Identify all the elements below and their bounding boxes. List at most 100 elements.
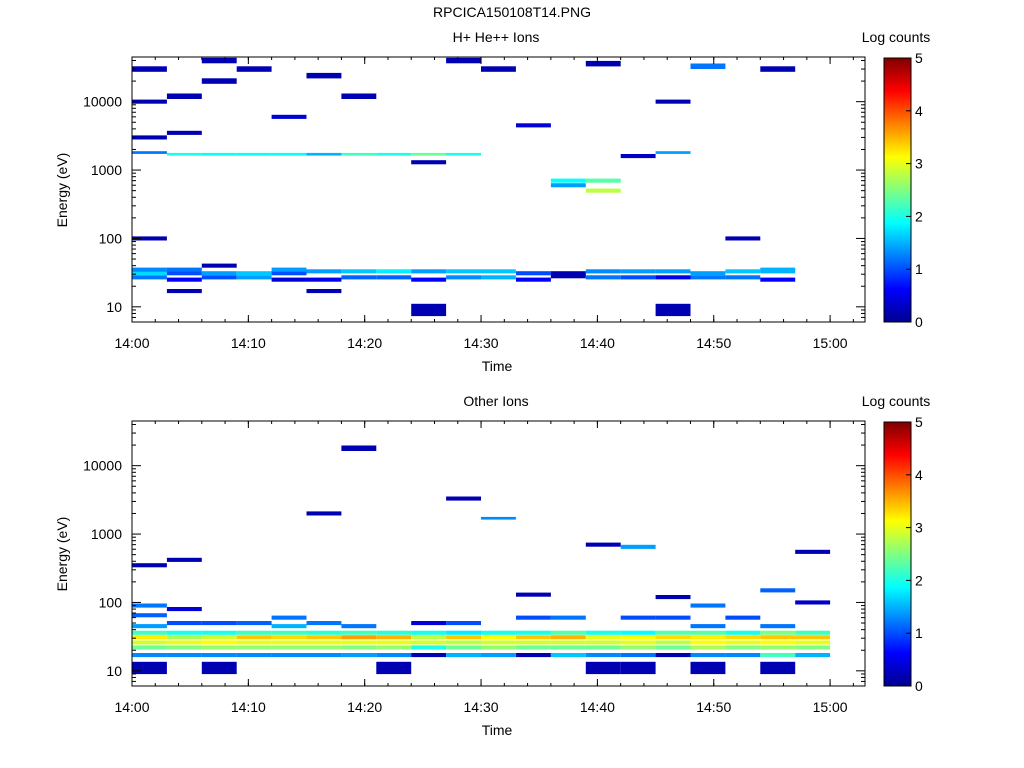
heatmap-cell — [236, 66, 272, 72]
heatmap-cell — [550, 183, 586, 188]
heatmap-cell — [690, 661, 726, 675]
heatmap-cell — [376, 645, 412, 650]
heatmap-cell — [446, 269, 481, 274]
heatmap-cell — [516, 645, 551, 650]
heatmap-cell — [690, 275, 726, 280]
heatmap-cell — [201, 271, 237, 276]
heatmap-cell — [166, 607, 202, 612]
heatmap-cell — [306, 511, 342, 516]
heatmap-cell — [166, 289, 202, 294]
heatmap-cell — [411, 645, 447, 650]
heatmap-cell — [655, 99, 691, 104]
x-tick-label: 14:20 — [347, 335, 382, 351]
x-tick-label: 14:10 — [231, 335, 266, 351]
heatmap-cell — [655, 595, 691, 600]
heatmap-cell — [516, 277, 551, 282]
heatmap-cell — [236, 275, 272, 280]
heatmap-cell — [166, 267, 202, 272]
heatmap-cell — [132, 653, 167, 658]
heatmap-cell — [411, 630, 447, 635]
heatmap-cell — [655, 303, 691, 317]
heatmap-cell — [795, 653, 831, 658]
heatmap-cell — [690, 645, 726, 650]
colorbar-tick-label: 3 — [915, 520, 923, 536]
heatmap-cell — [341, 445, 377, 451]
heatmap-cell — [550, 274, 586, 279]
heatmap-cell — [271, 271, 307, 276]
heatmap-cell — [376, 275, 412, 280]
colorbar — [883, 57, 912, 323]
colorbar-ticks: 0 1 2 3 4 5 — [906, 414, 923, 694]
colorbar-label: Log counts — [862, 393, 931, 409]
heatmap-cell — [376, 640, 412, 645]
heatmap-cell — [306, 72, 342, 79]
heatmap-cell — [481, 630, 516, 635]
x-ticks: 14:00 14:10 14:20 14:30 14:40 14:50 15:00 — [114, 421, 854, 715]
heatmap-cell — [725, 635, 761, 640]
heatmap-cell — [795, 645, 831, 650]
heatmap-cell — [132, 624, 167, 629]
heatmap-cell — [760, 277, 796, 282]
heatmap-cell — [132, 563, 167, 568]
heatmap-cell — [620, 154, 656, 159]
y-tick-label: 10000 — [83, 94, 122, 110]
heatmap-cell — [166, 630, 202, 635]
colorbar-tick-label: 4 — [915, 467, 923, 483]
heatmap-cell — [655, 269, 691, 274]
y-axis-label: Energy (eV) — [54, 153, 70, 228]
heatmap-cell — [166, 640, 202, 645]
colorbar-tick-label: 5 — [915, 414, 923, 430]
heatmap-cell — [306, 653, 342, 658]
heatmap-cell — [516, 271, 551, 276]
heatmap-cell — [376, 635, 412, 640]
heatmap-cell — [516, 630, 551, 635]
heatmap-cell — [341, 624, 377, 629]
heatmap-cell — [760, 653, 796, 658]
heatmap-cell — [271, 615, 307, 620]
heatmap-cell — [166, 645, 202, 650]
heatmap-cell — [411, 653, 447, 658]
heatmap-cell — [620, 635, 656, 640]
hplus-panel: H+ He++ Ions Time Energy (eV) Log counts… — [54, 29, 930, 374]
heatmap-cell — [411, 303, 447, 317]
heatmap-cell — [481, 66, 516, 72]
heatmap-cell — [725, 630, 761, 635]
heatmap-cell — [585, 661, 621, 675]
heatmap-cell — [585, 178, 621, 183]
heatmap-cell — [446, 635, 481, 640]
heatmap-cell — [411, 269, 447, 274]
y-tick-label: 10 — [106, 299, 122, 315]
colorbar-ticks: 0 1 2 3 4 5 — [906, 50, 923, 330]
colorbar-tick-label: 3 — [915, 156, 923, 172]
heatmap-cell — [795, 635, 831, 640]
heatmap-cell — [481, 640, 516, 645]
heatmap-cell — [585, 635, 621, 640]
heatmap-cell — [306, 621, 342, 626]
heatmap-cell — [341, 640, 377, 645]
heatmap-cell — [271, 267, 307, 272]
heatmap-cell — [620, 269, 656, 274]
heatmap-cell — [341, 152, 377, 156]
heatmap-cell — [516, 653, 551, 658]
heatmap-cell — [341, 269, 377, 274]
heatmap-cell — [585, 653, 621, 658]
heatmap-cell — [166, 130, 202, 135]
plot-frame — [131, 56, 866, 323]
heatmap-cell — [585, 630, 621, 635]
heatmap-cell — [481, 653, 516, 658]
heatmap-cell — [550, 178, 586, 183]
heatmap-cell — [725, 653, 761, 658]
heatmap-cell — [132, 267, 167, 272]
heatmap-cell — [446, 275, 481, 280]
heatmap-cell — [201, 661, 237, 675]
heatmap-cell — [132, 236, 167, 241]
heatmap-cell — [166, 653, 202, 658]
heatmap-cell — [550, 635, 586, 640]
heatmap-cell — [306, 289, 342, 294]
heatmap-cell — [166, 277, 202, 282]
heatmap-cell — [236, 152, 272, 156]
heatmap-cell — [201, 263, 237, 268]
heatmap-cell — [132, 661, 167, 675]
heatmap-cell — [236, 653, 272, 658]
heatmap-cell — [550, 645, 586, 650]
